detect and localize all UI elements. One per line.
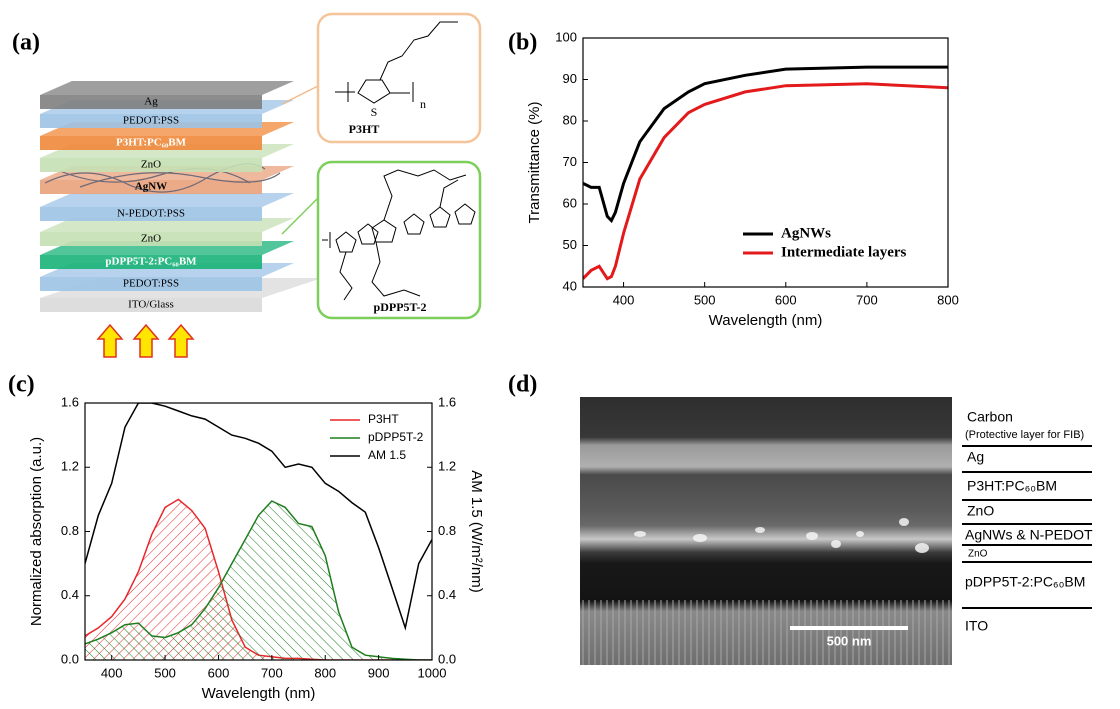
layer-front bbox=[40, 232, 262, 246]
panel-label: (d) bbox=[508, 372, 537, 398]
panel-label: (b) bbox=[508, 30, 537, 56]
layer-label: Ag bbox=[967, 449, 984, 465]
legend-label: AM 1.5 bbox=[368, 448, 406, 462]
layer-label: pDPP5T-2:PC₆₀BM bbox=[965, 574, 1085, 590]
hatched-area bbox=[85, 499, 432, 660]
x-tick-label: 500 bbox=[694, 292, 716, 307]
layer-top bbox=[40, 81, 294, 95]
layer-label: Carbon bbox=[967, 409, 1013, 425]
legend-label: AgNWs bbox=[781, 225, 831, 241]
x-tick-label: 1000 bbox=[418, 665, 447, 680]
device-stack: ITO/Glass PEDOT:PSS pDPP5T-2:PC₆₀BM ZnO N-PE… bbox=[40, 81, 322, 312]
layer-label: AgNW bbox=[135, 181, 167, 193]
series-line bbox=[85, 500, 432, 660]
repeat-label: n bbox=[420, 97, 426, 111]
y2-tick-label: 1.6 bbox=[438, 394, 456, 409]
hatched-area bbox=[85, 501, 432, 660]
layer-label: ZnO bbox=[967, 503, 994, 519]
structure-p3ht: S n P3HT bbox=[281, 12, 482, 144]
y-tick-label: 80 bbox=[563, 112, 577, 127]
series-line bbox=[583, 82, 948, 281]
layer-front bbox=[40, 95, 262, 109]
y-tick-label: 0.4 bbox=[61, 587, 79, 602]
layer-label: P3HT:PC₆₀BM bbox=[967, 478, 1057, 494]
y-tick-label: 100 bbox=[555, 29, 577, 44]
y2-tick-label: 0.0 bbox=[438, 651, 456, 666]
layer-front bbox=[40, 180, 262, 194]
structure-pdpp5t2: pDPP5T-2 bbox=[281, 160, 482, 320]
layer-label: ITO/Glass bbox=[128, 299, 174, 311]
x-tick-label: 500 bbox=[154, 665, 176, 680]
legend-label: pDPP5T-2 bbox=[368, 430, 424, 444]
layer-note: (Protective layer for FIB) bbox=[965, 429, 1084, 441]
layer-front bbox=[40, 136, 262, 150]
layer-label: PEDOT:PSS bbox=[123, 115, 179, 127]
layer-label: AgNWs & N-PEDOT bbox=[965, 527, 1093, 543]
panel-label: (a) bbox=[12, 30, 40, 56]
x-tick-label: 700 bbox=[856, 292, 878, 307]
x-tick-label: 800 bbox=[314, 665, 336, 680]
layer-label: Ag bbox=[144, 96, 158, 108]
legend-label: P3HT bbox=[368, 412, 399, 426]
x-tick-label: 600 bbox=[208, 665, 230, 680]
y-tick-label: 60 bbox=[563, 195, 577, 210]
x-axis-label: Wavelength (nm) bbox=[202, 685, 316, 702]
layer-label: ZnO bbox=[141, 159, 161, 171]
y2-tick-label: 1.2 bbox=[438, 459, 456, 474]
y-axis-label: Transmittance (%) bbox=[526, 102, 543, 224]
y-tick-label: 0.0 bbox=[61, 651, 79, 666]
layer-label: pDPP5T-2:PC₆₀BM bbox=[105, 256, 197, 268]
y-tick-label: 1.6 bbox=[61, 394, 79, 409]
y2-axis-label: AM 1.5 (W/m²/nm) bbox=[468, 470, 485, 593]
x-tick-label: 800 bbox=[937, 292, 959, 307]
layer-top bbox=[40, 193, 294, 207]
x-axis-label: Wavelength (nm) bbox=[709, 312, 823, 329]
layer-top bbox=[40, 218, 294, 232]
series-line bbox=[583, 65, 948, 224]
layer-front bbox=[40, 207, 262, 221]
y2-tick-label: 0.4 bbox=[438, 587, 456, 602]
y-axis-label: Normalized absorption (a.u.) bbox=[28, 437, 45, 626]
sem-image: 500 nm bbox=[580, 397, 952, 665]
layer-label: P3HT:PC₆₀BM bbox=[116, 137, 187, 149]
legend-label: Intermediate layers bbox=[781, 244, 907, 260]
x-tick-label: 400 bbox=[101, 665, 123, 680]
y2-tick-label: 0.8 bbox=[438, 523, 456, 538]
y-tick-label: 70 bbox=[563, 154, 577, 169]
y-tick-label: 0.8 bbox=[61, 523, 79, 538]
y-tick-label: 40 bbox=[563, 278, 577, 293]
layer-front bbox=[40, 114, 262, 128]
light-arrows bbox=[96, 323, 195, 358]
charts: (b) 400 500 600 700 800 40 50 60 70 80 90 100 Wavelen… bbox=[8, 29, 959, 702]
layer-front bbox=[40, 277, 262, 291]
x-tick-label: 600 bbox=[775, 292, 797, 307]
scale-bar-label: 500 nm bbox=[827, 633, 872, 648]
y-tick-label: 1.2 bbox=[61, 459, 79, 474]
structure-name: pDPP5T-2 bbox=[374, 300, 427, 314]
layer-label: ITO bbox=[965, 618, 988, 634]
layer-front bbox=[40, 255, 262, 269]
series-line bbox=[85, 403, 432, 631]
structure-name: P3HT bbox=[349, 122, 380, 136]
layer-label: ZnO bbox=[968, 549, 988, 560]
atom-label: S bbox=[371, 105, 378, 119]
panel-label: (c) bbox=[8, 372, 35, 398]
layer-front bbox=[40, 298, 262, 312]
x-tick-label: 900 bbox=[368, 665, 390, 680]
layer-label: ZnO bbox=[141, 233, 161, 245]
layer-label: PEDOT:PSS bbox=[123, 278, 179, 290]
layer-front bbox=[40, 158, 262, 172]
y-tick-label: 90 bbox=[563, 71, 577, 86]
x-tick-label: 700 bbox=[261, 665, 283, 680]
y-tick-label: 50 bbox=[563, 237, 577, 252]
x-tick-label: 400 bbox=[613, 292, 635, 307]
layer-label: N-PEDOT:PSS bbox=[117, 208, 185, 220]
sem-layer-labels bbox=[962, 445, 1092, 609]
